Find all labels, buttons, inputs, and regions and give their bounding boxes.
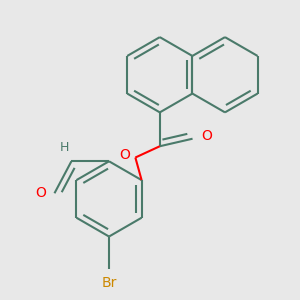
Text: O: O: [119, 148, 130, 162]
Text: O: O: [35, 186, 46, 200]
Text: O: O: [202, 129, 213, 143]
Text: Br: Br: [101, 276, 117, 290]
Text: H: H: [59, 141, 69, 154]
